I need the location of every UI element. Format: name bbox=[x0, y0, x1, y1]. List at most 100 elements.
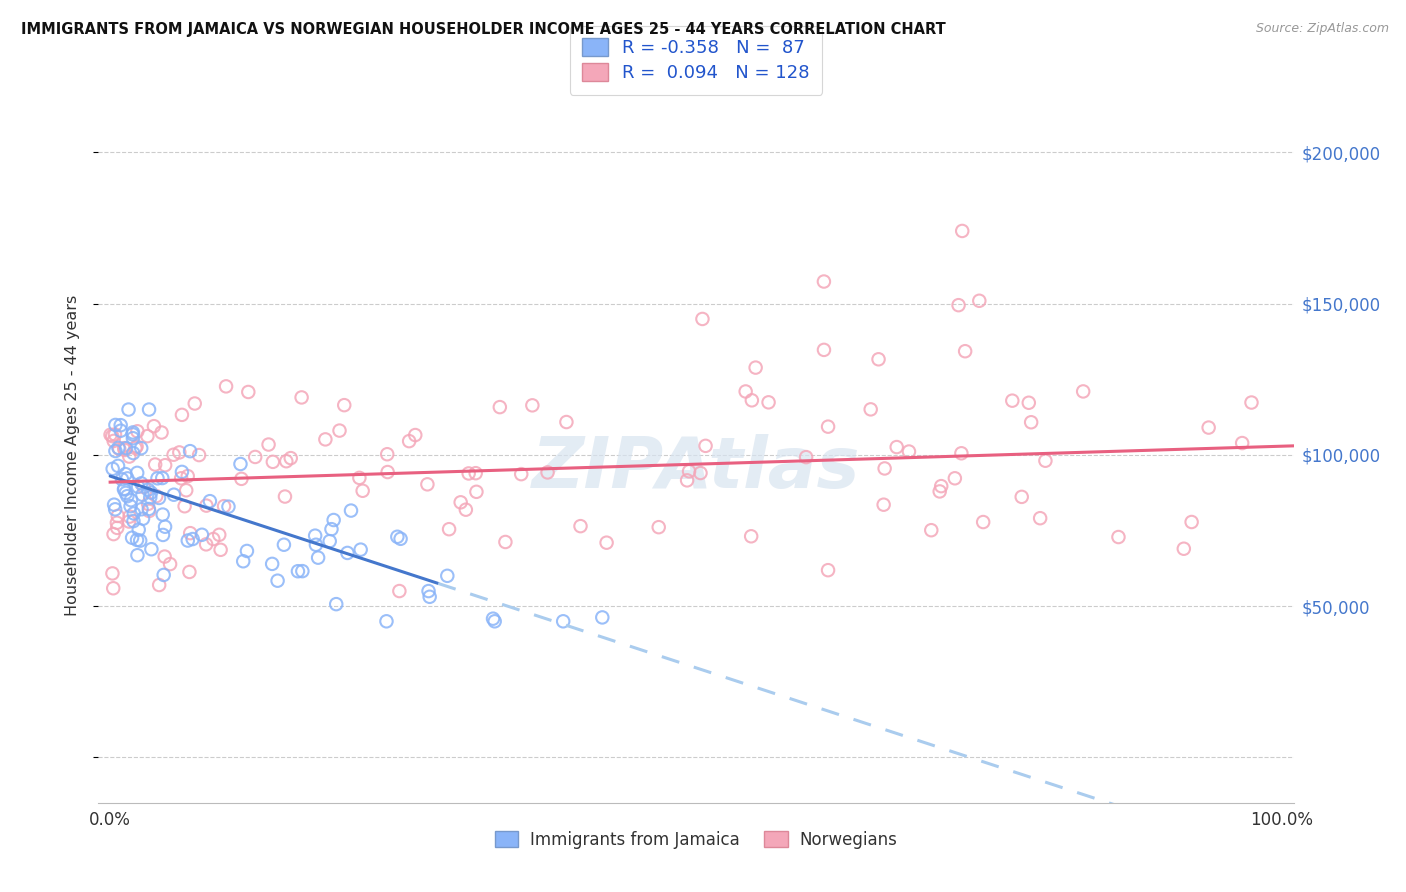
Point bbox=[336, 546, 359, 560]
Point bbox=[114, 442, 136, 457]
Point bbox=[494, 535, 516, 549]
Point bbox=[794, 450, 817, 464]
Point bbox=[280, 451, 302, 466]
Point bbox=[159, 557, 181, 571]
Point bbox=[305, 538, 328, 552]
Point bbox=[152, 528, 174, 542]
Point bbox=[103, 581, 125, 595]
Point bbox=[1001, 393, 1024, 408]
Point bbox=[195, 499, 218, 513]
Point bbox=[138, 402, 160, 417]
Point bbox=[274, 490, 297, 504]
Point bbox=[142, 419, 165, 434]
Point bbox=[132, 512, 155, 526]
Point bbox=[813, 275, 835, 289]
Point bbox=[121, 427, 143, 442]
Point bbox=[591, 610, 613, 624]
Point bbox=[127, 424, 149, 438]
Point bbox=[322, 513, 344, 527]
Point bbox=[114, 486, 136, 500]
Point bbox=[107, 441, 129, 455]
Point bbox=[120, 499, 142, 513]
Point bbox=[972, 515, 994, 529]
Point bbox=[112, 441, 135, 455]
Point bbox=[209, 542, 232, 557]
Point bbox=[388, 584, 411, 599]
Point bbox=[121, 531, 143, 545]
Point bbox=[482, 612, 505, 626]
Point bbox=[103, 434, 125, 448]
Point bbox=[595, 535, 617, 549]
Point bbox=[953, 344, 976, 359]
Point bbox=[150, 471, 173, 485]
Point bbox=[110, 424, 132, 438]
Point bbox=[127, 480, 149, 494]
Point bbox=[191, 528, 214, 542]
Point bbox=[115, 441, 138, 455]
Point bbox=[555, 415, 578, 429]
Point bbox=[162, 448, 184, 462]
Point bbox=[129, 476, 152, 491]
Point bbox=[101, 462, 124, 476]
Point bbox=[141, 542, 163, 557]
Point bbox=[152, 508, 174, 522]
Y-axis label: Householder Income Ages 25 - 44 years: Householder Income Ages 25 - 44 years bbox=[65, 294, 80, 615]
Point bbox=[122, 507, 145, 521]
Point bbox=[170, 408, 193, 422]
Point bbox=[328, 424, 350, 438]
Point bbox=[689, 466, 711, 480]
Point bbox=[744, 360, 766, 375]
Legend: Immigrants from Jamaica, Norwegians: Immigrants from Jamaica, Norwegians bbox=[486, 822, 905, 857]
Point bbox=[734, 384, 756, 399]
Point bbox=[229, 457, 252, 471]
Point bbox=[181, 532, 204, 546]
Point bbox=[117, 489, 139, 503]
Point bbox=[138, 504, 160, 518]
Point bbox=[375, 447, 398, 461]
Point bbox=[127, 466, 149, 480]
Point bbox=[437, 522, 460, 536]
Point bbox=[148, 578, 170, 592]
Point bbox=[232, 554, 254, 568]
Point bbox=[1198, 420, 1220, 434]
Point bbox=[872, 498, 894, 512]
Point bbox=[416, 477, 439, 491]
Point bbox=[276, 454, 298, 468]
Point bbox=[153, 549, 176, 564]
Point bbox=[170, 471, 193, 485]
Point bbox=[217, 500, 239, 514]
Text: Source: ZipAtlas.com: Source: ZipAtlas.com bbox=[1256, 22, 1389, 36]
Point bbox=[873, 461, 896, 475]
Point bbox=[153, 519, 176, 533]
Point bbox=[950, 446, 973, 460]
Point bbox=[450, 495, 472, 509]
Point bbox=[333, 398, 356, 412]
Point bbox=[1035, 454, 1057, 468]
Point bbox=[859, 402, 882, 417]
Point bbox=[100, 427, 122, 442]
Point bbox=[319, 534, 342, 549]
Point bbox=[132, 480, 155, 494]
Point bbox=[177, 469, 200, 483]
Point bbox=[212, 499, 235, 513]
Point bbox=[122, 431, 145, 445]
Point bbox=[886, 440, 908, 454]
Point bbox=[129, 441, 152, 455]
Point bbox=[398, 434, 420, 449]
Point bbox=[110, 418, 132, 433]
Point bbox=[184, 396, 207, 410]
Point bbox=[307, 550, 329, 565]
Point bbox=[678, 464, 700, 478]
Point bbox=[131, 488, 153, 502]
Point bbox=[112, 482, 135, 496]
Point bbox=[104, 444, 127, 458]
Point bbox=[929, 479, 952, 493]
Point bbox=[648, 520, 671, 534]
Point bbox=[236, 544, 259, 558]
Point bbox=[404, 428, 426, 442]
Point bbox=[118, 450, 141, 464]
Point bbox=[897, 444, 920, 458]
Point bbox=[1240, 395, 1263, 409]
Point bbox=[136, 483, 159, 497]
Point bbox=[868, 352, 890, 367]
